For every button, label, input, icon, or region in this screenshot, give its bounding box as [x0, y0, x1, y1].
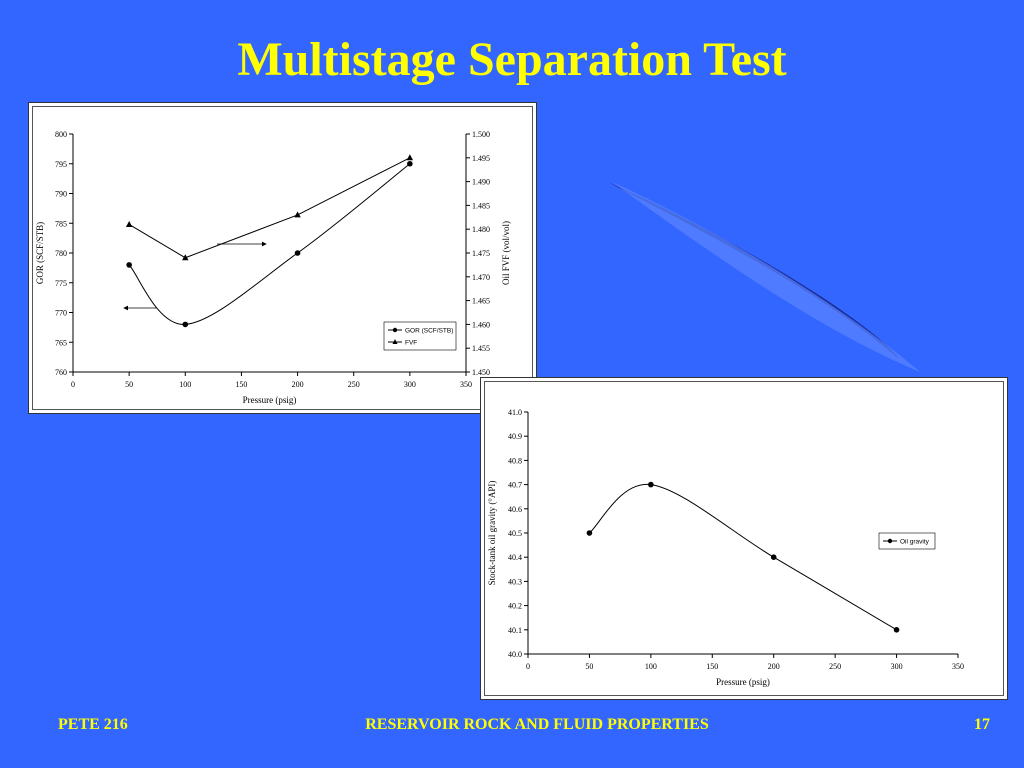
- y-tick-label: 40.3: [508, 577, 522, 586]
- footer-course: PETE 216: [58, 716, 128, 733]
- x-tick-label: 50: [585, 662, 593, 671]
- x-tick-label: 250: [829, 662, 841, 671]
- series-line-0: [128, 163, 411, 325]
- y2-tick-label: 1.450: [472, 368, 490, 377]
- y-tick-label: 40.8: [508, 456, 522, 465]
- y2-tick-label: 1.480: [472, 225, 490, 234]
- chart-border: [32, 106, 533, 410]
- legend-box: [383, 321, 457, 351]
- x-tick-label: 0: [71, 380, 75, 389]
- data-point: [294, 250, 301, 256]
- data-point: [407, 160, 413, 167]
- data-point: [406, 154, 414, 161]
- y-tick-label: 40.1: [508, 626, 522, 635]
- x-tick-label: 0: [526, 662, 530, 671]
- y2-tick-label: 1.460: [472, 320, 490, 329]
- y-tick-label: 760: [55, 368, 67, 377]
- y-tick-label: 40.4: [508, 553, 522, 562]
- y-tick-label: 780: [55, 249, 67, 258]
- data-point: [125, 220, 133, 227]
- y-tick-label: 41.0: [508, 408, 522, 417]
- x-tick-label: 100: [645, 662, 657, 671]
- legend-label: GOR (SCF/STB): [405, 328, 453, 335]
- series-line-1: [128, 157, 411, 259]
- y2-tick-label: 1.455: [472, 344, 490, 353]
- swoosh-light: [612, 182, 920, 372]
- oil-gravity-plot: 0 50 100 150 200 250 300 350 40.0 40.1 40.2 40.3 40.…: [487, 408, 964, 687]
- y-tick-label: 765: [55, 338, 67, 347]
- slide-title: Multistage Separation Test: [237, 33, 787, 86]
- y-tick-label: 800: [55, 130, 67, 139]
- y-tick-label: 40.5: [508, 529, 522, 538]
- legend-marker: [392, 339, 398, 344]
- x-axis-label: Pressure (psig): [716, 677, 770, 687]
- y-tick-label: 40.9: [508, 432, 522, 441]
- legend-marker: [392, 327, 398, 333]
- data-point: [294, 211, 301, 218]
- gor-fvf-chart: 0 50 100 150 200 250 300 350 760 765 770 775 780 785 7…: [28, 102, 537, 414]
- x-tick-label: 100: [179, 380, 191, 389]
- footer-title: RESERVOIR ROCK AND FLUID PROPERTIES: [365, 716, 709, 733]
- x-tick-label: 200: [292, 380, 304, 389]
- gor-fvf-plot: 0 50 100 150 200 250 300 350 760 765 770 775 780 785 7…: [35, 130, 511, 405]
- y-axis-label: Stock-tank oil gravity (°API): [487, 481, 497, 586]
- legend-label: Oil gravity: [900, 539, 930, 546]
- x-tick-label: 300: [404, 380, 416, 389]
- y-tick-label: 795: [55, 160, 67, 169]
- x-tick-label: 150: [706, 662, 718, 671]
- y2-tick-label: 1.485: [472, 201, 490, 210]
- y-tick-label: 40.2: [508, 602, 522, 611]
- x-axis-label: Pressure (psig): [243, 395, 297, 405]
- oil-gravity-chart: 0 50 100 150 200 250 300 350 40.0 40.1 40.2 40.3 40.…: [480, 377, 1008, 700]
- y-tick-label: 40.6: [508, 505, 522, 514]
- y2-tick-label: 1.475: [472, 249, 490, 258]
- x-tick-label: 350: [460, 380, 472, 389]
- data-point: [586, 530, 593, 536]
- y-tick-label: 785: [55, 219, 67, 228]
- legend-box: [878, 532, 936, 550]
- y2-tick-label: 1.465: [472, 297, 490, 306]
- data-point: [893, 627, 900, 633]
- data-point: [126, 262, 132, 268]
- x-tick-label: 200: [768, 662, 780, 671]
- y-axis-label: GOR (SCF/STB): [35, 222, 45, 284]
- y-tick-label: 790: [55, 190, 67, 199]
- data-point: [770, 554, 777, 560]
- footer-page-number: 17: [974, 716, 990, 733]
- legend-label: FVF: [405, 340, 417, 347]
- chart-border: [484, 381, 1004, 696]
- data-point: [648, 481, 654, 488]
- data-point: [182, 254, 189, 261]
- legend-marker: [887, 538, 893, 544]
- y2-tick-label: 1.470: [472, 273, 490, 282]
- x-tick-label: 250: [348, 380, 360, 389]
- data-point: [182, 321, 189, 328]
- x-tick-label: 150: [235, 380, 247, 389]
- y-tick-label: 40.7: [508, 481, 522, 490]
- y2-tick-label: 1.500: [472, 130, 490, 139]
- y2-tick-label: 1.490: [472, 178, 490, 187]
- y-tick-label: 40.0: [508, 650, 522, 659]
- x-tick-label: 300: [891, 662, 903, 671]
- x-tick-label: 50: [125, 380, 133, 389]
- x-tick-label: 350: [952, 662, 964, 671]
- y-tick-label: 775: [55, 279, 67, 288]
- y2-tick-label: 1.495: [472, 154, 490, 163]
- series-line-0: [589, 484, 897, 631]
- y2-axis-label: Oil FVF (vol/vol): [501, 221, 511, 285]
- y-tick-label: 770: [55, 309, 67, 318]
